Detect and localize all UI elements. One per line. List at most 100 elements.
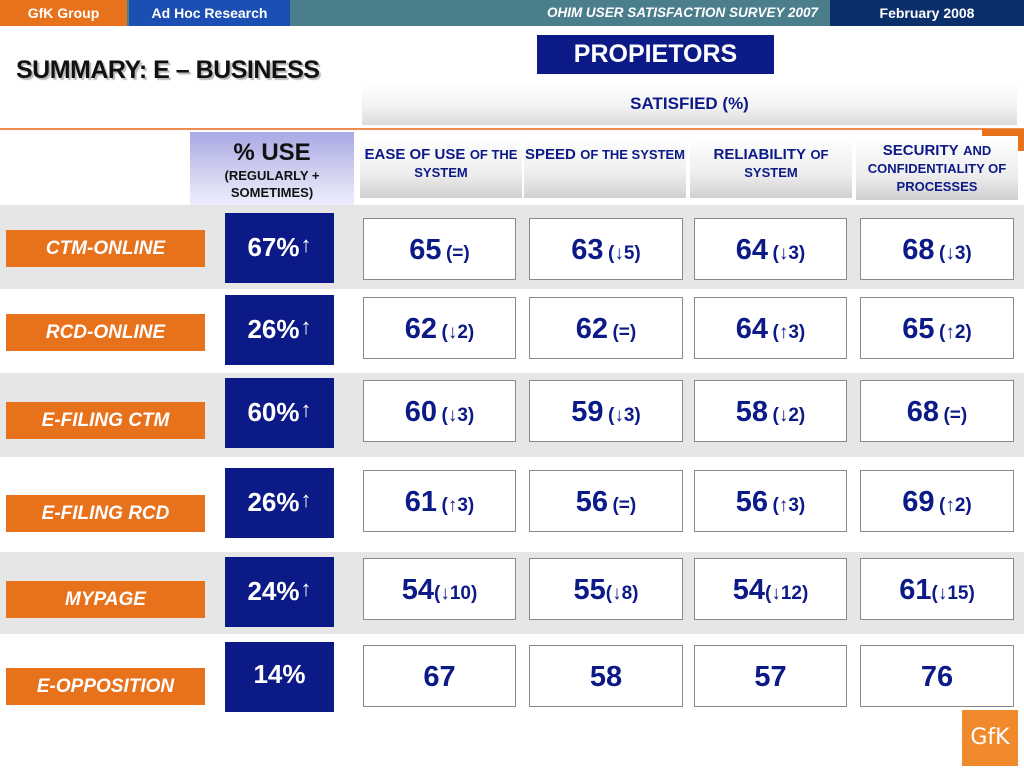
reliability-column-header: RELIABILITY OF SYSTEM bbox=[690, 138, 852, 198]
score-cell: 54(↓12) bbox=[694, 558, 847, 620]
usage-value: 14% bbox=[253, 659, 306, 689]
usage-percent: 24%↑ bbox=[225, 557, 334, 627]
score-cell: 65 (↑2) bbox=[860, 297, 1014, 359]
score-value: 62 bbox=[575, 313, 609, 345]
score-change: (=) bbox=[612, 322, 637, 343]
score-cell: 57 bbox=[694, 645, 847, 707]
score-value: 76 bbox=[920, 661, 954, 693]
survey-title: OHIM USER SATISFACTION SURVEY 2007 bbox=[546, 5, 818, 20]
score-change: 5) bbox=[623, 243, 641, 264]
arrow-down-icon: ↓ bbox=[771, 583, 781, 604]
usage-value: 26% bbox=[247, 487, 300, 517]
score-cell: 68 (=) bbox=[860, 380, 1014, 442]
use-header-main: % USE bbox=[233, 139, 311, 166]
score-cell: 61 (↑3) bbox=[363, 470, 516, 532]
arrow-up-icon: ↑ bbox=[945, 322, 955, 343]
usage-value: 26% bbox=[247, 314, 300, 344]
score-cell: 54(↓10) bbox=[363, 558, 516, 620]
arrow-up-icon: ↑ bbox=[778, 495, 789, 516]
arrow-down-icon: ↓ bbox=[612, 583, 622, 604]
ease-header-main: EASE OF USE bbox=[364, 146, 466, 163]
row-label: MYPAGE bbox=[6, 581, 205, 618]
score-cell: 76 bbox=[860, 645, 1014, 707]
score-value: 58 bbox=[589, 661, 623, 693]
score-cell: 55(↓8) bbox=[529, 558, 683, 620]
score-change: 2) bbox=[457, 322, 475, 343]
score-change: 12) bbox=[780, 583, 809, 604]
score-change: 2) bbox=[954, 495, 972, 516]
row-label: CTM-ONLINE bbox=[6, 230, 205, 267]
security-header-main: SECURITY bbox=[882, 142, 959, 159]
arrow-down-icon: ↓ bbox=[778, 405, 789, 426]
arrow-up-icon: ↑ bbox=[300, 487, 312, 512]
score-change: 3) bbox=[788, 243, 806, 264]
report-date: February 2008 bbox=[830, 0, 1024, 26]
score-value: 68 bbox=[902, 234, 935, 266]
score-cell: 58 bbox=[529, 645, 683, 707]
usage-value: 67% bbox=[247, 232, 300, 262]
score-value: 68 bbox=[906, 396, 940, 428]
score-change: (=) bbox=[943, 405, 968, 426]
score-value: 62 bbox=[404, 313, 438, 345]
score-change: 3) bbox=[623, 405, 641, 426]
arrow-down-icon: ↓ bbox=[614, 243, 624, 264]
score-cell: 65 (=) bbox=[363, 218, 516, 280]
row-label: E-FILING CTM bbox=[6, 402, 205, 439]
divider-line bbox=[0, 128, 1024, 130]
score-change: (=) bbox=[612, 495, 637, 516]
score-cell: 62 (=) bbox=[529, 297, 683, 359]
score-value: 64 bbox=[735, 234, 769, 266]
usage-percent: 60%↑ bbox=[225, 378, 334, 448]
score-change: 3) bbox=[954, 243, 972, 264]
arrow-down-icon: ↓ bbox=[440, 583, 450, 604]
score-value: 67 bbox=[423, 661, 456, 693]
score-value: 56 bbox=[575, 486, 609, 518]
score-value: 55 bbox=[573, 574, 606, 606]
company-name: GfK Group bbox=[0, 0, 127, 26]
score-value: 69 bbox=[902, 486, 935, 518]
score-change: 3) bbox=[457, 495, 475, 516]
usage-percent: 26%↑ bbox=[225, 295, 334, 365]
score-change: 3) bbox=[788, 495, 806, 516]
security-header-sub: AND CONFIDENTIALITY OF PROCESSES bbox=[867, 143, 1007, 194]
use-column-header: % USE (REGULARLY + SOMETIMES) bbox=[190, 132, 354, 206]
usage-percent: 67%↑ bbox=[225, 213, 334, 283]
use-header-sub: (REGULARLY + SOMETIMES) bbox=[224, 168, 320, 200]
score-cell: 56 (=) bbox=[529, 470, 683, 532]
score-cell: 59 (↓3) bbox=[529, 380, 683, 442]
speed-column-header: SPEED OF THE SYSTEM bbox=[524, 138, 686, 198]
score-change: 8) bbox=[621, 583, 639, 604]
arrow-up-icon: ↑ bbox=[300, 314, 312, 339]
usage-value: 24% bbox=[247, 576, 300, 606]
page-title: SUMMARY: E – BUSINESS bbox=[16, 56, 320, 84]
security-column-header: SECURITY AND CONFIDENTIALITY OF PROCESSE… bbox=[856, 136, 1018, 200]
usage-value: 60% bbox=[247, 397, 300, 427]
arrow-down-icon: ↓ bbox=[447, 405, 458, 426]
score-change: (=) bbox=[445, 243, 470, 264]
row-label: E-FILING RCD bbox=[6, 495, 205, 532]
score-change: 15) bbox=[947, 583, 975, 604]
speed-header-main: SPEED bbox=[524, 146, 576, 163]
score-cell: 63 (↓5) bbox=[529, 218, 683, 280]
score-cell: 60 (↓3) bbox=[363, 380, 516, 442]
arrow-down-icon: ↓ bbox=[945, 243, 955, 264]
score-value: 54 bbox=[401, 574, 434, 606]
score-cell: 58 (↓2) bbox=[694, 380, 847, 442]
score-cell: 56 (↑3) bbox=[694, 470, 847, 532]
division-name: Ad Hoc Research bbox=[129, 0, 290, 26]
usage-percent: 14% bbox=[225, 642, 334, 712]
top-bar: GfK Group Ad Hoc Research OHIM USER SATI… bbox=[0, 0, 1024, 26]
score-value: 59 bbox=[571, 396, 604, 428]
score-value: 65 bbox=[902, 313, 935, 345]
speed-header-sub: OF THE SYSTEM bbox=[580, 147, 686, 162]
arrow-up-icon: ↑ bbox=[945, 495, 955, 516]
score-change: 2) bbox=[954, 322, 972, 343]
arrow-down-icon: ↓ bbox=[937, 583, 948, 604]
gfk-logo: GfK bbox=[962, 710, 1018, 766]
arrow-up-icon: ↑ bbox=[778, 322, 789, 343]
score-cell: 62 (↓2) bbox=[363, 297, 516, 359]
score-value: 65 bbox=[409, 234, 442, 266]
score-value: 60 bbox=[404, 396, 438, 428]
score-value: 58 bbox=[735, 396, 769, 428]
ease-header-sub: OF THE SYSTEM bbox=[414, 147, 518, 180]
